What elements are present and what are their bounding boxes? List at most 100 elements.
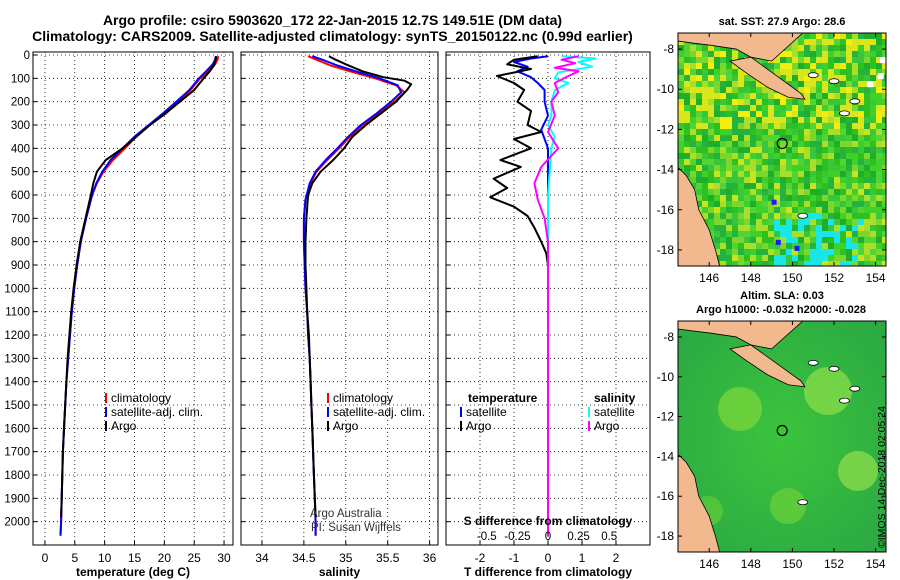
depth-tick-label: 900 (11, 260, 30, 272)
sal-legend-label: climatology (333, 391, 393, 405)
annotation-line2: PI: Susan Wijffels (311, 522, 401, 534)
temp-xtick-label: 10 (98, 551, 112, 565)
diff-xtick-label: 0 (545, 551, 552, 565)
annotation-line1: Argo Australia (310, 508, 382, 520)
series-line (533, 55, 580, 536)
chart-title-line1: Argo profile: csiro 5903620_172 22-Jan-2… (102, 12, 563, 28)
sla-float-marker (776, 424, 788, 437)
sst-xtick-label: 148 (741, 271, 761, 285)
sla-ytick-label: -12 (657, 410, 675, 424)
diff-xtick-label: 1 (579, 551, 586, 565)
sst-xtick-label: 152 (824, 271, 844, 285)
sla-map-subtitle: Argo h1000: -0.032 h2000: -0.028 (696, 304, 866, 316)
temp-legend-label: Argo (111, 419, 137, 433)
sal-xtick-label: 36 (423, 551, 437, 565)
sst-map-frame (677, 32, 887, 267)
sal-legend-label: Argo (333, 419, 359, 433)
depth-tick-label: 400 (11, 143, 30, 155)
depth-tick-label: 1900 (4, 493, 30, 505)
depth-tick-label: 500 (11, 167, 30, 179)
sla-map-frame (677, 320, 887, 553)
depth-tick-label: 200 (11, 97, 30, 109)
depth-tick-label: 1000 (4, 283, 30, 295)
series-line (60, 56, 218, 518)
diff-top-xtick-label: -0.25 (504, 531, 530, 543)
sla-xtick-label: 146 (699, 557, 719, 571)
sla-xtick-label: 148 (741, 557, 761, 571)
depth-tick-label: 0 (24, 50, 30, 62)
diff-xtick-label: 2 (613, 551, 620, 565)
depth-tick-label: 2000 (4, 517, 30, 529)
diff-top-xtick-label: 0 (545, 531, 551, 543)
temp-legend-label: satellite-adj. clim. (111, 405, 203, 419)
sst-ytick-label: -8 (663, 42, 674, 56)
diff-xlabel: T difference from climatology (464, 565, 632, 579)
sla-ytick-label: -10 (657, 370, 675, 384)
sal-plot-frame (240, 51, 439, 546)
sst-map: 146 148 150 152 154 -8 -10 -12 -14 -16 -18 (657, 32, 887, 285)
sst-ytick-label: -10 (657, 82, 675, 96)
diff-legend-label: Argo (466, 419, 492, 433)
sal-xtick-label: 35 (339, 551, 353, 565)
sla-ytick-label: -18 (657, 529, 675, 543)
depth-tick-label: 800 (11, 237, 30, 249)
sst-float-marker (776, 137, 788, 150)
temp-xtick-label: 5 (71, 551, 78, 565)
depth-tick-label: 1300 (4, 353, 30, 365)
sst-xtick-label: 150 (782, 271, 802, 285)
sst-xtick-label: 154 (866, 271, 886, 285)
sla-ytick-label: -16 (657, 489, 675, 503)
depth-tick-label: 700 (11, 213, 30, 225)
sst-xtick-label: 146 (699, 271, 719, 285)
depth-tick-label: 1800 (4, 470, 30, 482)
diff-legend-label: satellite (594, 405, 635, 419)
temp-xlabel: temperature (deg C) (76, 565, 190, 579)
depth-tick-label: 1500 (4, 400, 30, 412)
diff-top-xtick-label: 0.25 (567, 531, 589, 543)
depth-tick-label: 1700 (4, 447, 30, 459)
sst-ytick-label: -16 (657, 203, 675, 217)
diff-legend-label: Argo (594, 419, 620, 433)
depth-tick-label: 600 (11, 190, 30, 202)
diff-top-xtick-label: -0.5 (477, 531, 497, 543)
depth-tick-label: 1200 (4, 330, 30, 342)
diff-legend-right-title: salinity (594, 391, 636, 405)
sal-xtick-label: 34 (255, 551, 269, 565)
imos-credit: ©IMOS 14-Dec-2018 02:05:24 (876, 406, 888, 548)
diff-xtick-label: -2 (475, 551, 486, 565)
depth-tick-label: 1100 (5, 307, 30, 319)
sst-ytick-label: -18 (657, 243, 675, 257)
diff-xtick-label: -1 (509, 551, 520, 565)
series-line (304, 55, 413, 518)
diff-top-xtick-label: 0.5 (601, 531, 617, 543)
diff-legend-left-title: temperature (468, 391, 538, 405)
sal-xtick-label: 35.5 (376, 551, 400, 565)
diff-top-xlabel: S difference from climatology (464, 514, 633, 528)
sal-xtick-label: 34.5 (292, 551, 316, 565)
temp-xtick-label: 25 (188, 551, 202, 565)
sla-xtick-label: 150 (782, 557, 802, 571)
temp-xtick-label: 20 (158, 551, 172, 565)
sla-xtick-label: 154 (866, 557, 886, 571)
depth-tick-label: 1400 (4, 377, 30, 389)
sla-xtick-label: 152 (824, 557, 844, 571)
sst-map-title: sat. SST: 27.9 Argo: 28.6 (718, 16, 846, 28)
depth-tick-label: 1600 (4, 423, 30, 435)
sla-map-title: Altim. SLA: 0.03 (740, 290, 824, 302)
chart-title-line2: Climatology: CARS2009. Satellite-adjuste… (32, 28, 633, 44)
depth-tick-label: 300 (11, 120, 30, 132)
temp-xtick-label: 0 (42, 551, 49, 565)
sst-ytick-label: -14 (657, 163, 675, 177)
sal-legend-label: satellite-adj. clim. (333, 405, 425, 419)
diff-legend-label: satellite (466, 405, 507, 419)
temp-legend-label: climatology (111, 391, 171, 405)
sla-ytick-label: -8 (663, 330, 674, 344)
sal-xlabel: salinity (319, 565, 361, 579)
temp-xtick-label: 30 (217, 551, 231, 565)
sla-ytick-label: -14 (657, 449, 675, 463)
sla-map: 146 148 150 152 154 -8 -10 -12 -14 -16 -18 (657, 320, 887, 571)
temp-xtick-label: 15 (128, 551, 142, 565)
sst-ytick-label: -12 (657, 122, 675, 136)
depth-tick-label: 100 (11, 73, 30, 85)
